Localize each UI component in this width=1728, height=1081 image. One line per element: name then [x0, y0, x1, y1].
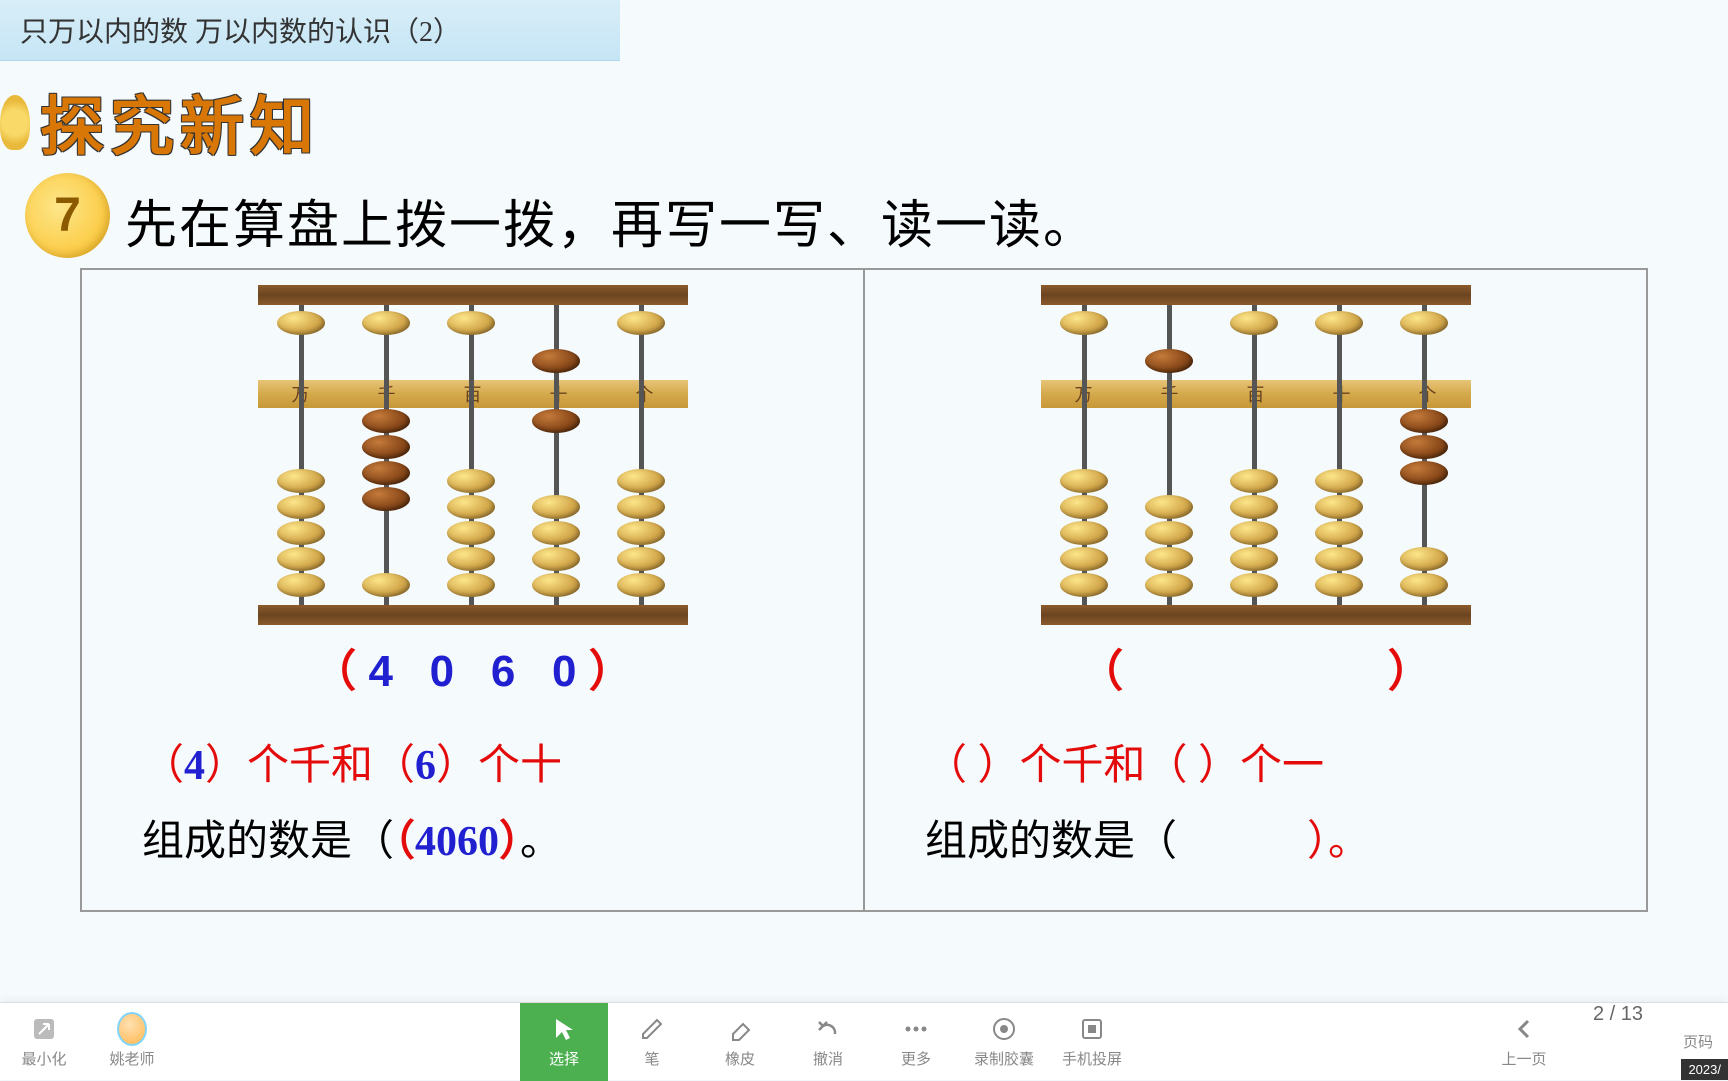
main-title: 探究新知	[40, 76, 320, 168]
cast-button[interactable]: 手机投屏	[1048, 1003, 1136, 1081]
question-row: 7 先在算盘上拨一拨，再写一写、读一读。	[25, 173, 1698, 258]
abacus-left: 万 千 百 十 个	[258, 285, 688, 625]
left-description: （4）个千和（6）个十 组成的数是（（4060）。	[122, 729, 823, 880]
panels: 万 千 百 十 个	[80, 268, 1648, 912]
record-icon	[989, 1014, 1019, 1044]
right-description: （ ）个千和（ ）个一 组成的数是（）。	[905, 729, 1606, 880]
pen-button[interactable]: 笔	[608, 1003, 696, 1081]
more-icon	[901, 1014, 931, 1044]
left-panel: 万 千 百 十 个	[82, 270, 865, 910]
page-indicator: 2 / 13	[1593, 1003, 1643, 1081]
owl-icon	[0, 95, 30, 150]
title-row: 探究新知	[0, 76, 1698, 168]
cast-icon	[1077, 1014, 1107, 1044]
eraser-icon	[725, 1014, 755, 1044]
more-button[interactable]: 更多	[872, 1003, 960, 1081]
toolbar: 最小化 姚老师 选择 笔 橡皮	[0, 1002, 1728, 1080]
slide-content: 探究新知 7 先在算盘上拨一拨，再写一写、读一读。 万 千 百 十 个	[0, 61, 1728, 912]
minimize-icon	[29, 1014, 59, 1044]
abacus-right: 万 千 百 十 个	[1041, 285, 1471, 625]
prev-page-button[interactable]: 上一页	[1480, 1003, 1568, 1081]
teacher-button[interactable]: 姚老师	[88, 1003, 176, 1081]
date-badge: 2023/	[1681, 1059, 1728, 1080]
avatar-icon	[117, 1014, 147, 1044]
breadcrumb: 只万以内的数 万以内数的认识（2）	[0, 0, 620, 61]
right-answer: （ ）	[905, 635, 1606, 699]
select-button[interactable]: 选择	[520, 1003, 608, 1081]
minimize-button[interactable]: 最小化	[0, 1003, 88, 1081]
right-panel: 万 千 百 十 个	[865, 270, 1646, 910]
pen-icon	[637, 1014, 667, 1044]
question-text: 先在算盘上拨一拨，再写一写、读一读。	[125, 183, 1097, 258]
question-number-badge: 7	[25, 173, 110, 258]
left-answer: （ 4 0 6 0 ）	[122, 635, 823, 699]
pointer-icon	[549, 1014, 579, 1044]
record-button[interactable]: 录制胶囊	[960, 1003, 1048, 1081]
undo-button[interactable]: 撤消	[784, 1003, 872, 1081]
undo-icon	[813, 1014, 843, 1044]
chevron-left-icon	[1509, 1014, 1539, 1044]
eraser-button[interactable]: 橡皮	[696, 1003, 784, 1081]
